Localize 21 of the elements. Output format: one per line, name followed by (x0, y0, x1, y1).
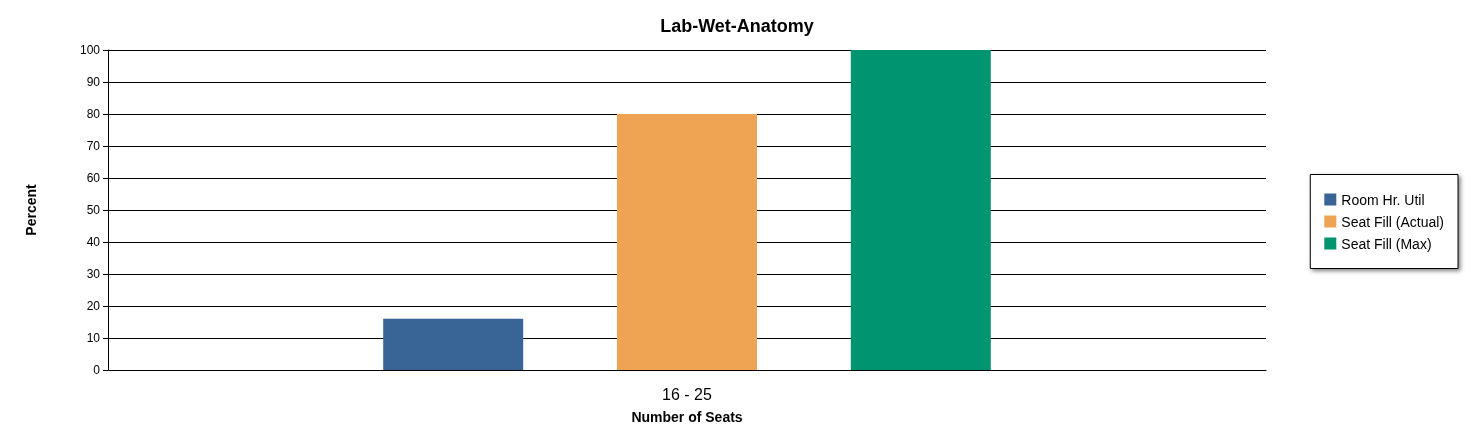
y-tick-label: 90 (86, 75, 101, 89)
y-tick-label: 10 (86, 331, 101, 345)
x-tick-label: 16 - 25 (662, 385, 713, 403)
y-tick-label: 80 (86, 107, 101, 121)
y-tick-label: 20 (86, 299, 101, 313)
y-tick-label: 70 (86, 139, 101, 153)
legend-label: Room Hr. Util (1341, 191, 1425, 208)
bar (617, 114, 757, 370)
y-tick-label: 50 (86, 203, 101, 217)
y-tick-label: 100 (79, 43, 101, 57)
legend-label: Seat Fill (Max) (1341, 235, 1432, 252)
y-tick-label: 40 (86, 235, 101, 249)
y-tick-label: 30 (86, 267, 101, 281)
x-axis-title: Number of Seats (631, 409, 743, 425)
y-tick-label: 0 (93, 363, 101, 377)
y-axis-title: Percent (23, 183, 39, 236)
legend-label: Seat Fill (Actual) (1341, 213, 1445, 230)
bar (383, 318, 524, 370)
y-tick-label: 60 (86, 171, 101, 185)
bar (850, 50, 991, 370)
chart-title: Lab-Wet-Anatomy (660, 16, 814, 36)
